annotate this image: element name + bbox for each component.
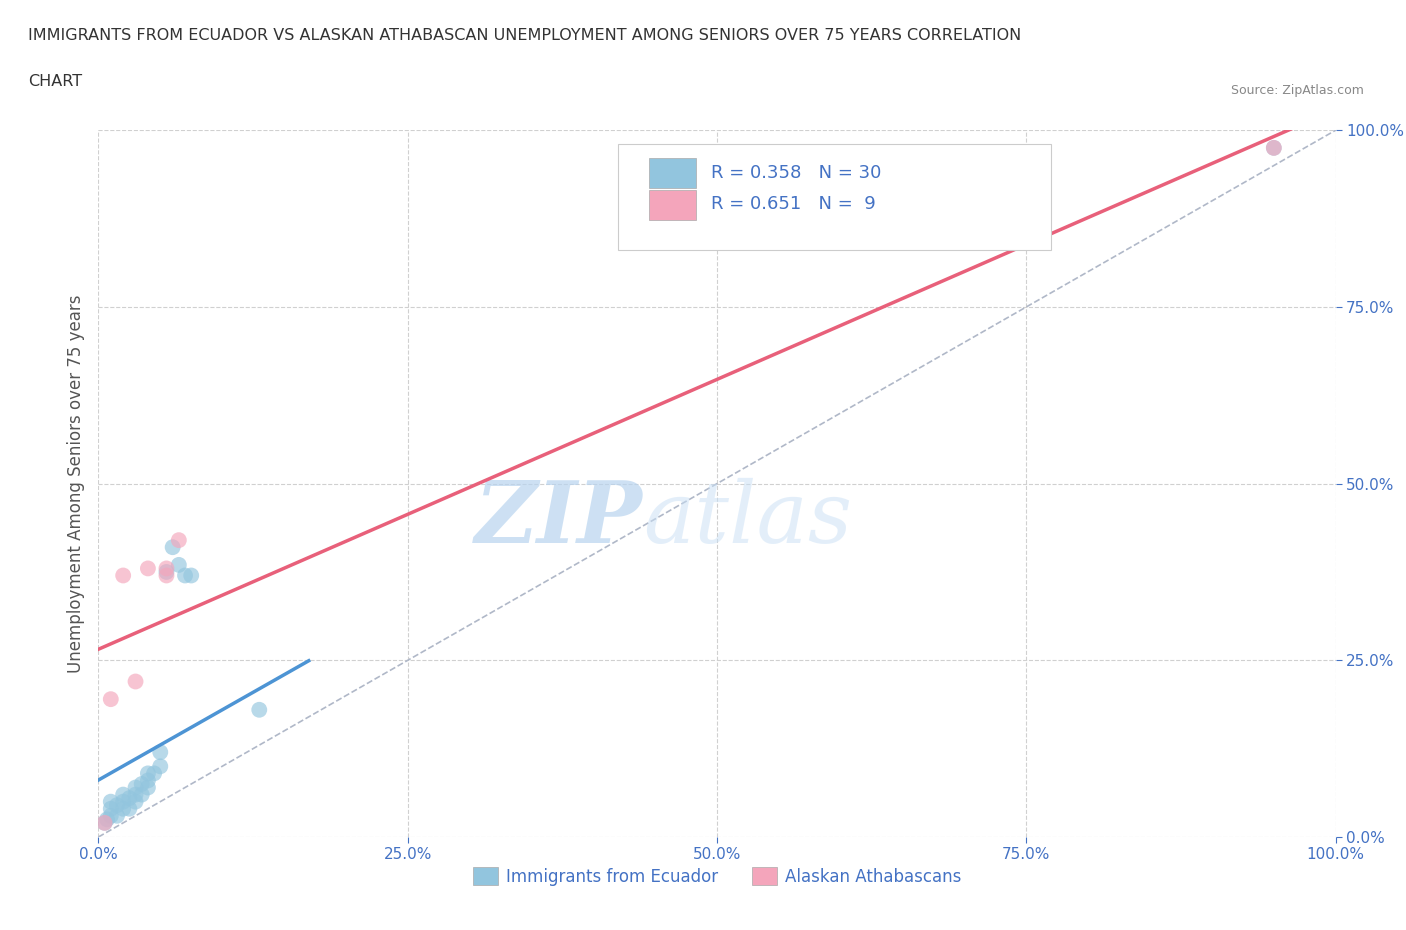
Point (118, 790, 141, 805)
Point (100, 794, 122, 809)
Point (100, 802, 122, 817)
Text: CHART: CHART (28, 74, 82, 89)
Point (105, 798, 128, 813)
Point (180, 568, 202, 583)
Point (124, 780, 146, 795)
Point (112, 794, 135, 809)
Text: R = 0.358   N = 30: R = 0.358 N = 30 (711, 164, 882, 181)
Point (174, 568, 197, 583)
Point (93, 816, 115, 830)
Point (155, 565, 177, 579)
Point (136, 766, 159, 781)
Point (143, 766, 166, 781)
Point (131, 777, 153, 791)
Point (124, 794, 146, 809)
Point (112, 568, 135, 583)
Point (149, 745, 172, 760)
Point (105, 808, 128, 823)
Text: IMMIGRANTS FROM ECUADOR VS ALASKAN ATHABASCAN UNEMPLOYMENT AMONG SENIORS OVER 75: IMMIGRANTS FROM ECUADOR VS ALASKAN ATHAB… (28, 28, 1021, 43)
Point (100, 808, 122, 823)
Point (93, 816, 115, 830)
Point (112, 802, 135, 817)
Text: atlas: atlas (643, 478, 852, 560)
Point (247, 702, 270, 717)
Point (136, 780, 159, 795)
Y-axis label: Unemployment Among Seniors over 75 years: Unemployment Among Seniors over 75 years (66, 295, 84, 672)
Point (162, 539, 184, 554)
Point (136, 773, 159, 788)
Point (96, 812, 118, 827)
Point (100, 692, 122, 707)
Point (167, 533, 190, 548)
Bar (650, 158, 696, 188)
Point (112, 787, 135, 802)
Text: R = 0.651   N =  9: R = 0.651 N = 9 (711, 195, 876, 213)
Text: ZIP: ZIP (475, 477, 643, 561)
Point (131, 787, 153, 802)
Point (124, 674, 146, 689)
Point (118, 802, 141, 817)
Point (155, 561, 177, 576)
Text: Source: ZipAtlas.com: Source: ZipAtlas.com (1230, 84, 1364, 97)
Point (1263, 140, 1285, 155)
FancyBboxPatch shape (619, 144, 1052, 250)
Legend: Immigrants from Ecuador, Alaskan Athabascans: Immigrants from Ecuador, Alaskan Athabas… (467, 861, 967, 892)
Point (167, 557, 190, 572)
Point (136, 561, 159, 576)
Point (155, 568, 177, 583)
Point (124, 787, 146, 802)
Point (1263, 140, 1285, 155)
Point (149, 759, 172, 774)
Bar (650, 191, 696, 220)
